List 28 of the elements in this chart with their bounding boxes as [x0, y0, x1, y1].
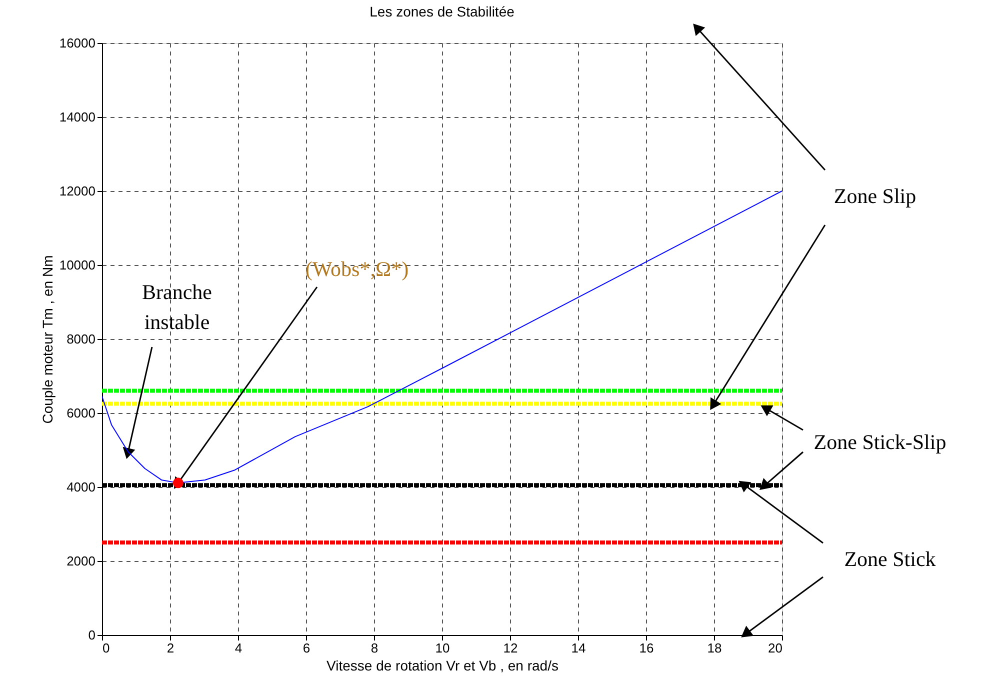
x-tick-label: 10	[435, 640, 450, 656]
x-tick-label: 18	[707, 640, 722, 656]
chart-title: Les zones de Stabilitée	[370, 4, 515, 20]
y-tick-label: 2000	[66, 554, 96, 568]
x-axis-title: Vitesse de rotation Vr et Vb , en rad/s	[326, 658, 558, 674]
x-tick-label: 6	[302, 640, 310, 656]
x-tick-label: 2	[166, 640, 174, 656]
x-tick-label: 14	[571, 640, 586, 656]
y-axis-title: Couple moteur Tm , en Nm	[39, 255, 56, 424]
y-tick-label: 8000	[66, 332, 96, 346]
y-tick-label: 14000	[59, 110, 96, 124]
y-tick-label: 16000	[59, 36, 96, 50]
x-tick-label: 20	[768, 640, 782, 656]
y-tick-label: 6000	[66, 406, 96, 420]
annotation: Zone Slip	[834, 184, 916, 208]
annotation: Branche instable	[142, 280, 212, 334]
annotation: (Wobs*,Ω*)	[305, 257, 409, 281]
x-tick-label: 12	[503, 640, 518, 656]
y-tick-label: 4000	[66, 480, 96, 494]
x-tick-label: 8	[370, 640, 378, 656]
y-tick-label: 0	[88, 628, 96, 642]
x-tick-label: 0	[102, 640, 110, 656]
x-tick-label: 4	[234, 640, 242, 656]
y-tick-label: 12000	[59, 184, 96, 198]
y-tick-label: 10000	[59, 258, 96, 272]
annotation: Zone Stick-Slip	[814, 430, 946, 454]
annotation: Zone Stick	[844, 547, 936, 571]
x-tick-label: 16	[639, 640, 654, 656]
